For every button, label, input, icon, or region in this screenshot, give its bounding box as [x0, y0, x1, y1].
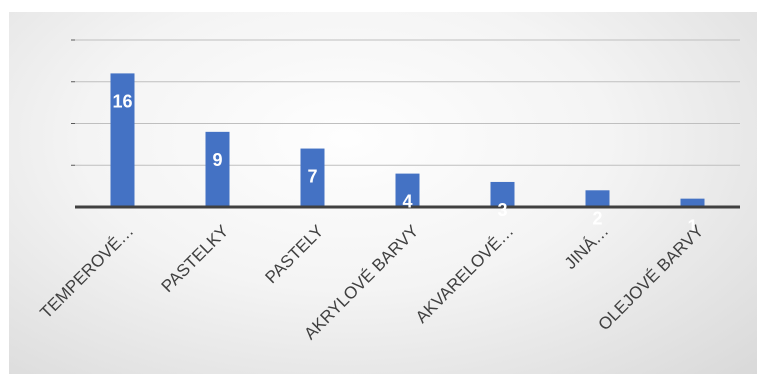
bar [300, 148, 325, 207]
bar [680, 198, 705, 207]
data-label: 4 [402, 192, 412, 212]
category-label: AKVARELOVÉ… [412, 221, 517, 326]
category-label: PASTELKY [158, 221, 233, 296]
bar [205, 131, 230, 207]
bar [110, 73, 135, 208]
data-label: 16 [112, 91, 132, 111]
data-label: 2 [592, 208, 602, 228]
data-label: 3 [497, 200, 507, 220]
data-label: 7 [307, 167, 317, 187]
data-label: 1 [687, 217, 697, 237]
category-label: OLEJOVÉ BARVY [595, 221, 708, 334]
bar [585, 190, 610, 207]
bar [490, 181, 515, 207]
bar [395, 173, 420, 207]
data-label: 9 [212, 150, 222, 170]
category-label: JINÁ… [561, 221, 613, 273]
category-label: PASTELY [262, 221, 328, 287]
category-label: TEMPEROVÉ… [36, 221, 137, 322]
